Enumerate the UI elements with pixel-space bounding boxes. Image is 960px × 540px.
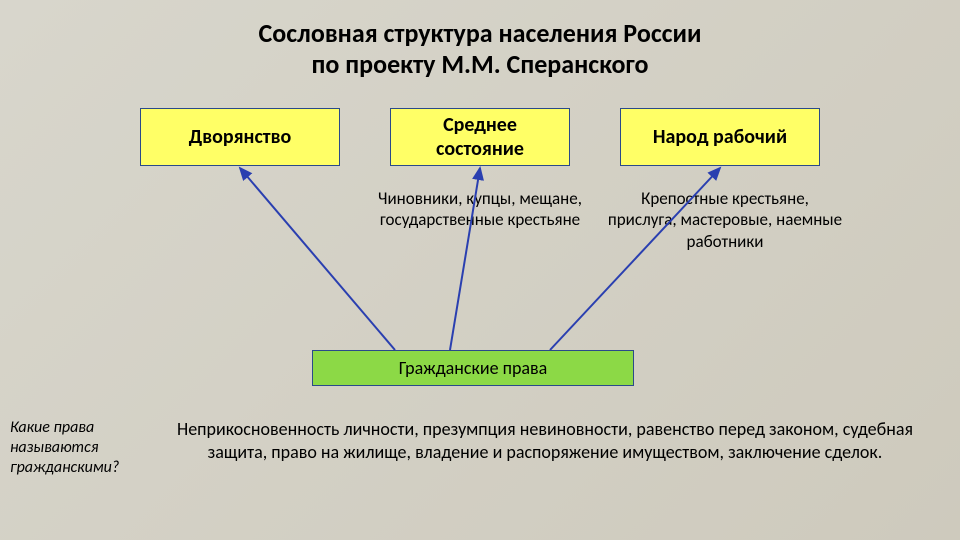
estate-label: Народ рабочий — [653, 125, 787, 149]
question-text: Какие права называются гражданскими? — [10, 418, 160, 478]
title-line2: по проекту М.М. Сперанского — [312, 48, 649, 80]
rights-label: Гражданские права — [399, 357, 548, 379]
civil-rights-box: Гражданские права — [312, 350, 634, 386]
rights-description: Неприкосновенность личности, презумпция … — [175, 418, 915, 465]
estate-box-nobility: Дворянство — [140, 108, 340, 166]
estate-box-middle: Среднее состояние — [390, 108, 570, 166]
desc-middle: Чиновники, купцы, мещане, государственны… — [360, 188, 600, 231]
slide-title: Сословная структура населения России по … — [0, 0, 960, 80]
desc-workers: Крепостные крестьяне, прислуга, мастеров… — [605, 188, 845, 252]
estate-label: Среднее состояние — [399, 113, 561, 161]
estate-box-workers: Народ рабочий — [620, 108, 820, 166]
estate-label: Дворянство — [189, 125, 292, 149]
title-line1: Сословная структура населения России — [259, 17, 702, 49]
